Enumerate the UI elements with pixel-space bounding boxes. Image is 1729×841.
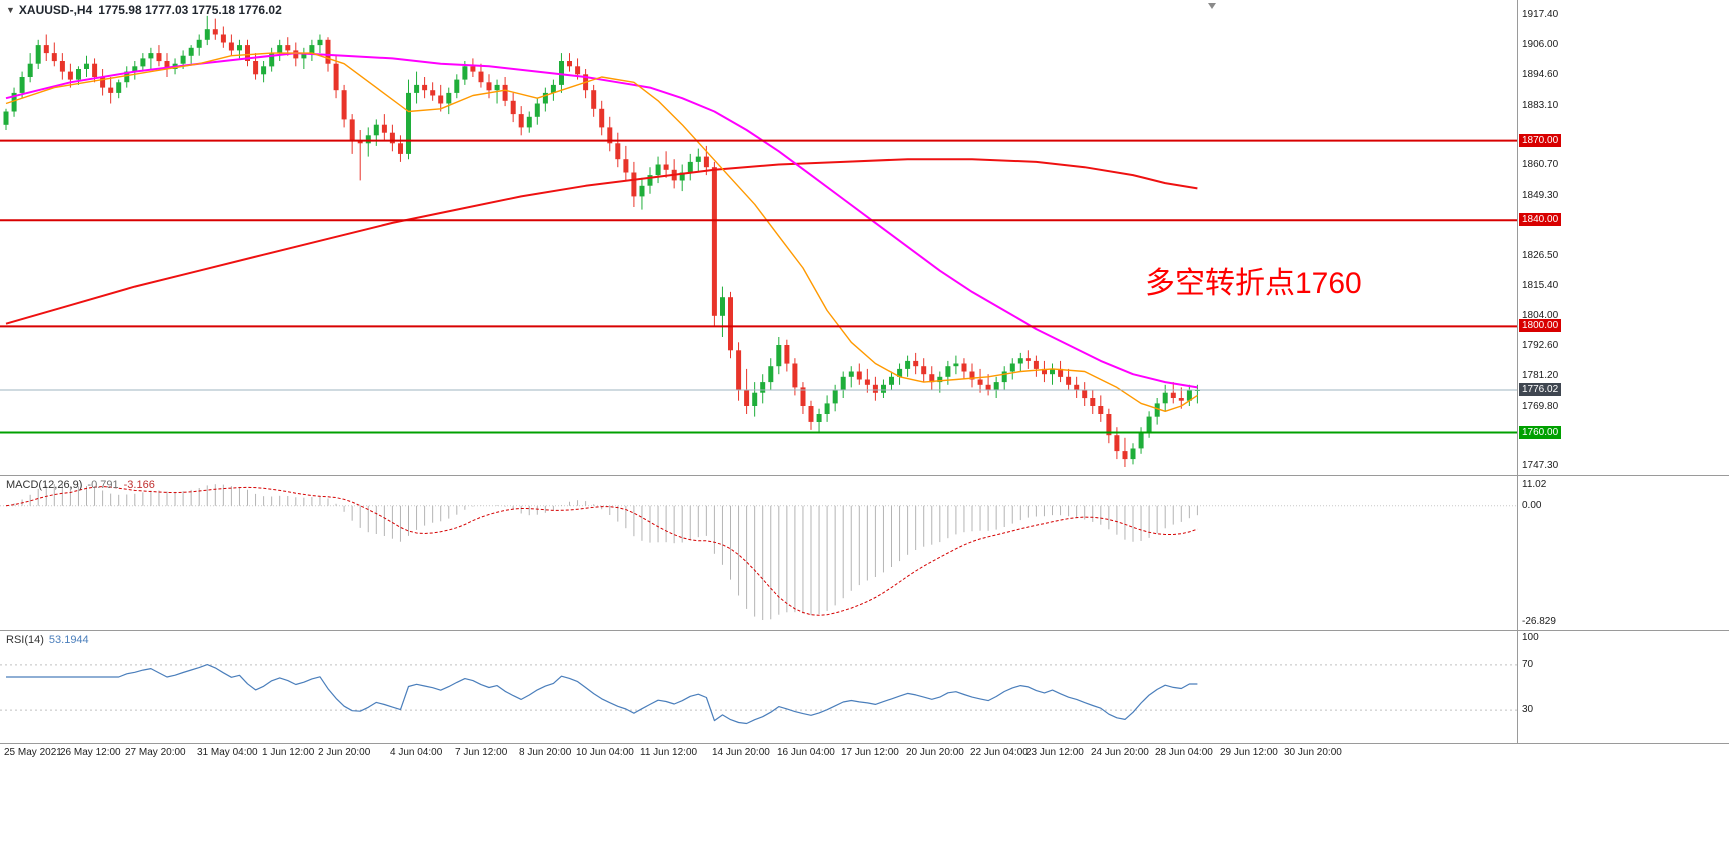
- time-axis-label: 2 Jun 20:00: [318, 747, 371, 758]
- macd-main-value: -0.791: [87, 479, 119, 491]
- price-axis-label: 1781.20: [1522, 370, 1559, 381]
- macd-signal-value: -3.166: [123, 479, 155, 491]
- annotation-text: 多空转折点1760: [1145, 267, 1362, 300]
- price-axis-label: 1917.40: [1522, 9, 1559, 20]
- price-axis-label: 1860.70: [1522, 159, 1559, 170]
- chart-header: ▼ XAUUSD-,H4 1775.98 1777.03 1775.18 1776.…: [6, 3, 288, 17]
- time-axis-label: 14 Jun 20:00: [712, 747, 770, 758]
- price-level-badge: 1760.00: [1519, 426, 1562, 439]
- time-axis-label: 4 Jun 04:00: [390, 747, 443, 758]
- price-level-badge: 1800.00: [1519, 319, 1562, 332]
- price-axis[interactable]: 1917.40 1906.00 1894.60 1883.10 1860.70 1849.…: [1517, 0, 1729, 744]
- rsi-axis-top: 100: [1522, 632, 1539, 643]
- time-axis-label: 31 May 04:00: [197, 747, 258, 758]
- macd-axis-min: -26.829: [1522, 616, 1556, 627]
- price-axis-label: 1747.30: [1522, 460, 1559, 471]
- macd-indicator-canvas[interactable]: [0, 476, 1517, 630]
- rsi-level-low: 30: [1522, 704, 1534, 716]
- time-axis-label: 8 Jun 20:00: [519, 747, 572, 758]
- price-level-badge: 1870.00: [1519, 134, 1562, 147]
- time-axis-label: 1 Jun 12:00: [262, 747, 315, 758]
- time-axis-label: 20 Jun 20:00: [906, 747, 964, 758]
- macd-axis-max: 11.02: [1522, 479, 1547, 490]
- time-axis-label: 23 Jun 12:00: [1026, 747, 1084, 758]
- time-axis-label: 26 May 12:00: [60, 747, 121, 758]
- macd-title: MACD(12,26,9) -0.791 -3.166: [6, 479, 160, 491]
- time-axis-label: 28 Jun 04:00: [1155, 747, 1213, 758]
- panel-separator[interactable]: [0, 475, 1729, 476]
- rsi-indicator-canvas[interactable]: [0, 631, 1517, 744]
- time-axis-label: 29 Jun 12:00: [1220, 747, 1278, 758]
- price-axis-label: 1849.30: [1522, 190, 1559, 201]
- candlestick-chart-canvas[interactable]: [0, 0, 1517, 475]
- price-axis-label: 1792.60: [1522, 340, 1559, 351]
- ohlc-values: 1775.98 1777.03 1775.18 1776.02: [98, 3, 282, 17]
- time-axis-label: 27 May 20:00: [125, 747, 186, 758]
- time-axis-label: 17 Jun 12:00: [841, 747, 899, 758]
- price-axis-label: 1906.00: [1522, 39, 1559, 50]
- price-axis-label: 1894.60: [1522, 69, 1559, 80]
- price-axis-label: 1815.40: [1522, 280, 1559, 291]
- price-axis-label: 1769.80: [1522, 401, 1559, 412]
- price-axis-label: 1826.50: [1522, 250, 1559, 261]
- time-axis-label: 16 Jun 04:00: [777, 747, 835, 758]
- time-axis-label: 10 Jun 04:00: [576, 747, 634, 758]
- price-axis-label: 1883.10: [1522, 100, 1559, 111]
- time-axis-label: 25 May 2021: [4, 747, 62, 758]
- time-axis-label: 7 Jun 12:00: [455, 747, 508, 758]
- price-axis-label: 1804.00: [1522, 310, 1559, 321]
- time-axis-label: 11 Jun 12:00: [640, 747, 698, 758]
- rsi-level-high: 70: [1522, 658, 1534, 670]
- rsi-name-label: RSI(14): [6, 634, 44, 646]
- macd-axis-zero: 0.00: [1522, 499, 1542, 511]
- macd-name-label: MACD(12,26,9): [6, 479, 83, 491]
- symbol-dropdown-icon[interactable]: ▼: [6, 5, 15, 15]
- time-axis[interactable]: 25 May 2021 26 May 12:00 27 May 20:00 31 Ma…: [0, 744, 1729, 763]
- panel-separator: [0, 743, 1729, 744]
- price-level-badge: 1776.02: [1519, 383, 1562, 396]
- price-level-badge: 1840.00: [1519, 213, 1562, 226]
- time-axis-label: 30 Jun 20:00: [1284, 747, 1342, 758]
- chart-shift-marker[interactable]: [1208, 3, 1216, 9]
- rsi-value: 53.1944: [48, 634, 89, 646]
- rsi-title: RSI(14) 53.1944: [6, 634, 94, 646]
- time-axis-label: 24 Jun 20:00: [1091, 747, 1149, 758]
- panel-separator[interactable]: [0, 630, 1729, 631]
- symbol-timeframe-label: XAUUSD-,H4: [18, 3, 93, 17]
- time-axis-label: 22 Jun 04:00: [970, 747, 1028, 758]
